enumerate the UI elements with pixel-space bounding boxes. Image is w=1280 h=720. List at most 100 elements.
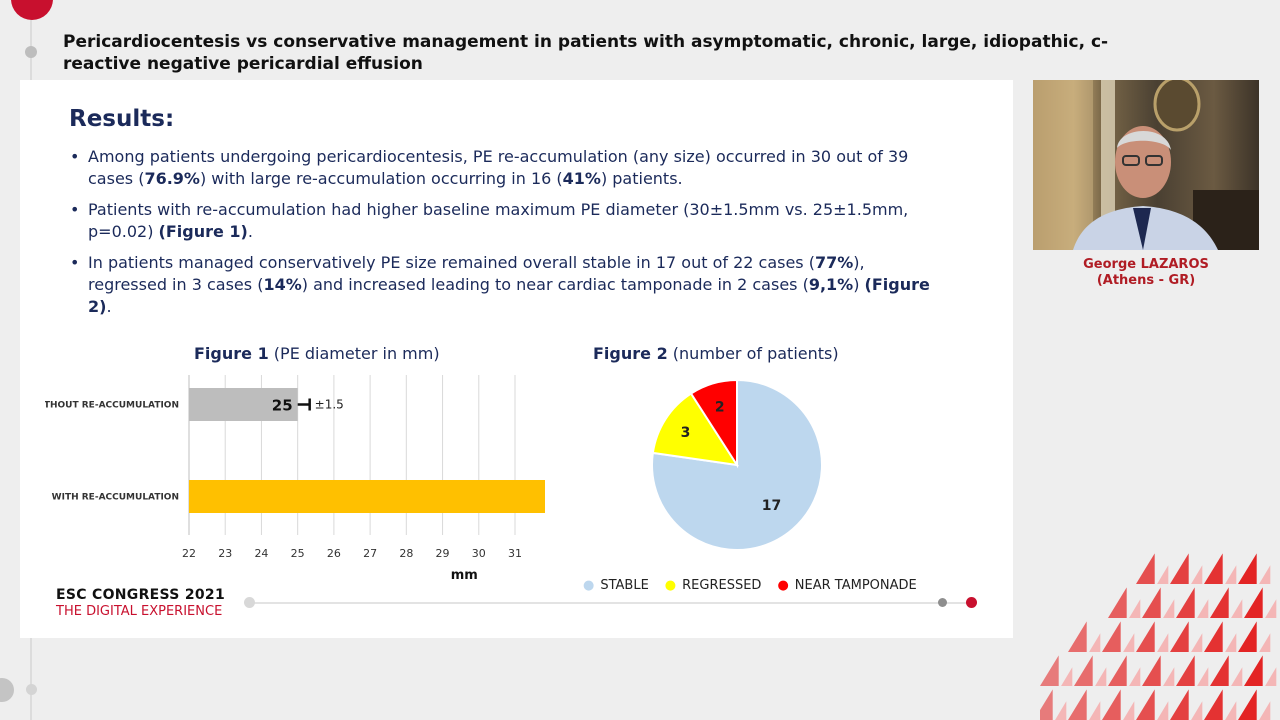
- x-tick-label: 23: [218, 547, 232, 560]
- figure1-caption: (PE diameter in mm): [273, 344, 440, 363]
- slide-progress-track[interactable]: [249, 602, 971, 604]
- decorative-triangle: [1265, 667, 1277, 686]
- decorative-triangle: [1265, 599, 1277, 618]
- bullet-text: Among patients undergoing pericardiocent…: [88, 147, 909, 188]
- decorative-triangle: [1089, 701, 1101, 720]
- decorative-triangle: [1225, 701, 1237, 720]
- decorative-triangle: [1123, 701, 1135, 720]
- decorative-triangle: [1191, 633, 1203, 652]
- category-label: WITHOUT RE-ACCUMULATION: [45, 401, 179, 411]
- progress-end-dot[interactable]: [966, 597, 977, 608]
- bullet-highlight: (Figure 1): [158, 222, 248, 241]
- decorative-triangle: [1142, 587, 1161, 618]
- decorative-triangle: [1170, 553, 1189, 584]
- decorative-triangle: [1231, 667, 1243, 686]
- legend-swatch: ●: [583, 578, 595, 593]
- decorative-triangle: [1204, 553, 1223, 584]
- bullet-highlight: 14%: [263, 275, 302, 294]
- x-tick-label: 30: [472, 547, 486, 560]
- bottom-left-small-dot: [26, 684, 37, 695]
- top-red-dot: [11, 0, 53, 20]
- bullet-highlight: 9,1%: [808, 275, 854, 294]
- decorative-triangle: [1136, 621, 1155, 652]
- bar: [189, 388, 298, 421]
- figure2-caption: (number of patients): [672, 344, 839, 363]
- bullet-text: ) with large re-accumulation occurring i…: [199, 169, 563, 188]
- decorative-triangle: [1170, 621, 1189, 652]
- figure1-bar-chart: 22 23 24 25 26 27 28 29 30 31 WITHOUT RE-ACCUMULAT…: [45, 375, 545, 583]
- legend-swatch: ●: [664, 578, 677, 593]
- decorative-triangle: [1259, 701, 1271, 720]
- legend-label: NEAR TAMPONADE: [794, 578, 917, 593]
- decorative-triangle: [1074, 655, 1093, 686]
- x-tick-label: 22: [182, 547, 196, 560]
- decorative-triangle: [1225, 633, 1237, 652]
- bullet-item: In patients managed conservatively PE si…: [68, 252, 948, 318]
- decorative-triangle: [1157, 565, 1169, 584]
- decorative-triangle: [1129, 667, 1141, 686]
- bar: [189, 480, 545, 513]
- legend-label: REGRESSED: [682, 578, 762, 593]
- decorative-triangle: [1210, 655, 1229, 686]
- decorative-triangle: [1244, 655, 1263, 686]
- bullet-item: Patients with re-accumulation had higher…: [68, 199, 948, 243]
- decorative-triangle: [1108, 655, 1127, 686]
- decorative-triangle: [1191, 701, 1203, 720]
- page-title: Pericardiocentesis vs conservative manag…: [63, 32, 1109, 74]
- results-list: Among patients undergoing pericardiocent…: [68, 146, 948, 327]
- x-tick-label: 26: [327, 547, 341, 560]
- decorative-triangle: [1123, 633, 1135, 652]
- decorative-triangle: [1176, 587, 1195, 618]
- decorative-triangle: [1225, 565, 1237, 584]
- esc-congress-logo: ESC CONGRESS 2021 THE DIGITAL EXPERIENCE: [56, 587, 225, 619]
- decorative-triangle: [1163, 599, 1175, 618]
- bullet-text: Patients with re-accumulation had higher…: [88, 200, 909, 241]
- decorative-triangle: [1176, 655, 1195, 686]
- bullet-text: ), regressed in 3 cases (: [88, 253, 865, 294]
- decorative-triangle: [1040, 655, 1059, 686]
- decorative-triangle: [1157, 701, 1169, 720]
- figure1-title: Figure 1 (PE diameter in mm): [194, 344, 440, 363]
- decorative-triangle: [1129, 599, 1141, 618]
- decorative-triangle: [1204, 689, 1223, 720]
- decorative-triangle: [1238, 553, 1257, 584]
- decorative-triangle: [1136, 553, 1155, 584]
- legend-swatch: ●: [777, 578, 789, 593]
- bullet-text: In patients managed conservatively PE si…: [88, 253, 815, 272]
- decorative-triangle: [1102, 689, 1121, 720]
- decorative-triangle: [1040, 689, 1053, 720]
- legend-item: ● NEAR TAMPONADE: [777, 578, 916, 593]
- speaker-video-frame: [1033, 80, 1259, 250]
- progress-marker-dot[interactable]: [938, 598, 947, 607]
- decorative-triangle: [1136, 689, 1155, 720]
- decorative-triangle: [1102, 621, 1121, 652]
- pie-slice: [651, 392, 740, 467]
- decorative-triangle: [1238, 689, 1257, 720]
- bullet-highlight: 41%: [562, 169, 601, 188]
- decorative-triangle: [1142, 655, 1161, 686]
- decorative-triangle: [1238, 621, 1257, 652]
- legend-item: ● STABLE: [583, 578, 649, 593]
- decorative-triangle: [1108, 587, 1127, 618]
- decorative-triangle: [1231, 599, 1243, 618]
- decorative-triangle: [1089, 633, 1101, 652]
- decorative-triangle: [1163, 667, 1175, 686]
- x-axis-label: mm: [451, 568, 478, 583]
- pie-value-label: 17: [762, 498, 781, 514]
- decorative-triangle: [1259, 565, 1271, 584]
- pie-value-label: 2: [715, 399, 725, 415]
- bullet-highlight: 77%: [814, 253, 854, 272]
- decorative-triangle-pattern: [1040, 553, 1277, 720]
- decorative-triangle: [1157, 633, 1169, 652]
- category-label: WITH RE-ACCUMULATION: [52, 493, 179, 503]
- decorative-triangle: [1068, 621, 1087, 652]
- decorative-triangle: [1095, 667, 1107, 686]
- legend-item: ● REGRESSED: [665, 578, 762, 593]
- decorative-triangle: [1068, 689, 1087, 720]
- bullet-text: ) patients.: [600, 169, 683, 188]
- x-tick-label: 27: [363, 547, 377, 560]
- progress-start-dot[interactable]: [244, 597, 255, 608]
- speaker-location: (Athens - GR): [1096, 273, 1196, 288]
- decorative-triangle: [1191, 565, 1203, 584]
- bullet-highlight: (Figure 2): [88, 275, 930, 316]
